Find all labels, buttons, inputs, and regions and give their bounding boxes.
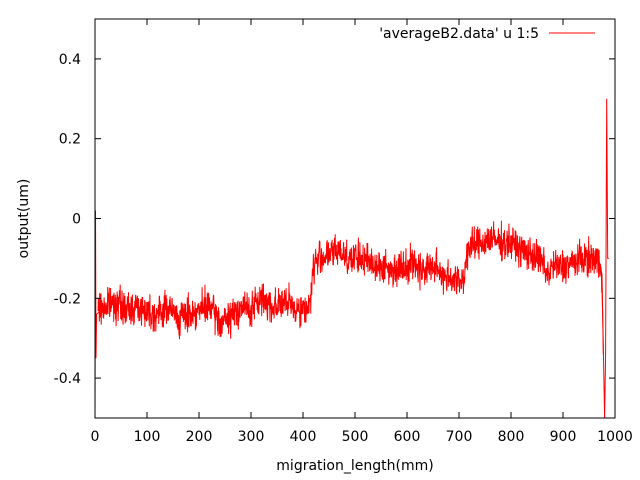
y-tick-label: 0.2 (59, 132, 81, 148)
series-line (97, 220, 604, 356)
x-tick-label: 200 (186, 429, 213, 445)
x-tick-label: 100 (134, 429, 161, 445)
x-tick-label: 900 (550, 429, 577, 445)
x-tick-label: 700 (446, 429, 473, 445)
plot-frame (94, 18, 616, 419)
y-tick-label: 0.4 (59, 52, 81, 68)
y-tick-label: -0.4 (54, 371, 81, 387)
series-layer (94, 98, 609, 419)
x-axis-title: migration_length(mm) (276, 458, 433, 474)
x-tick-label: 400 (290, 429, 317, 445)
x-tick-label: 600 (394, 429, 421, 445)
y-axis-title: output(um) (16, 179, 32, 259)
legend-label: 'averageB2.data' u 1:5 (379, 26, 539, 42)
x-tick-label: 500 (342, 429, 369, 445)
y-tick-label: -0.2 (54, 291, 81, 307)
x-tick-label: 300 (238, 429, 265, 445)
legend: 'averageB2.data' u 1:5 (379, 26, 595, 42)
x-tick-label: 1000 (597, 429, 633, 445)
x-tick-label: 0 (91, 429, 100, 445)
series-end-spike (598, 98, 609, 419)
y-tick-label: 0 (72, 212, 81, 228)
ticks-layer: 0 100 200 300 400 500 600 700 800 900 1000 -0.4 -0.2… (54, 19, 633, 445)
x-tick-label: 800 (498, 429, 525, 445)
